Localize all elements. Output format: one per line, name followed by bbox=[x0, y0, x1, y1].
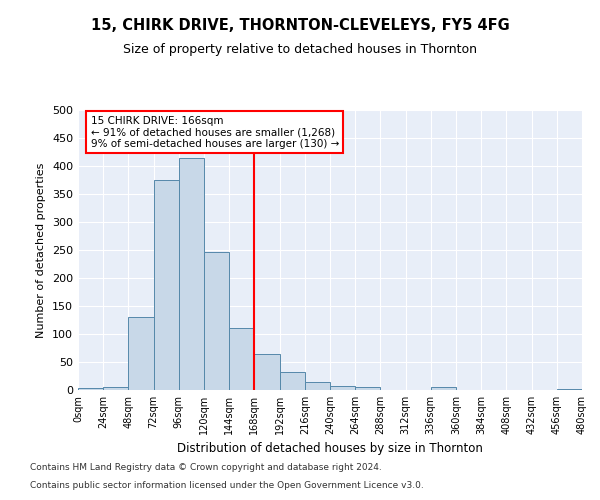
Text: Contains public sector information licensed under the Open Government Licence v3: Contains public sector information licen… bbox=[30, 481, 424, 490]
Bar bbox=[179, 158, 204, 390]
Bar bbox=[128, 317, 154, 390]
Bar bbox=[204, 252, 229, 390]
Bar bbox=[154, 180, 179, 390]
Bar bbox=[254, 354, 280, 390]
X-axis label: Distribution of detached houses by size in Thornton: Distribution of detached houses by size … bbox=[177, 442, 483, 456]
Text: 15, CHIRK DRIVE, THORNTON-CLEVELEYS, FY5 4FG: 15, CHIRK DRIVE, THORNTON-CLEVELEYS, FY5… bbox=[91, 18, 509, 32]
Bar bbox=[557, 389, 582, 390]
Text: Size of property relative to detached houses in Thornton: Size of property relative to detached ho… bbox=[123, 42, 477, 56]
Bar bbox=[103, 387, 128, 390]
Bar bbox=[229, 328, 254, 390]
Bar bbox=[330, 386, 355, 390]
Bar bbox=[78, 388, 103, 390]
Bar bbox=[355, 387, 380, 390]
Y-axis label: Number of detached properties: Number of detached properties bbox=[37, 162, 46, 338]
Bar bbox=[280, 372, 305, 390]
Text: Contains HM Land Registry data © Crown copyright and database right 2024.: Contains HM Land Registry data © Crown c… bbox=[30, 464, 382, 472]
Bar bbox=[305, 382, 330, 390]
Text: 15 CHIRK DRIVE: 166sqm
← 91% of detached houses are smaller (1,268)
9% of semi-d: 15 CHIRK DRIVE: 166sqm ← 91% of detached… bbox=[91, 116, 339, 149]
Bar bbox=[431, 386, 456, 390]
